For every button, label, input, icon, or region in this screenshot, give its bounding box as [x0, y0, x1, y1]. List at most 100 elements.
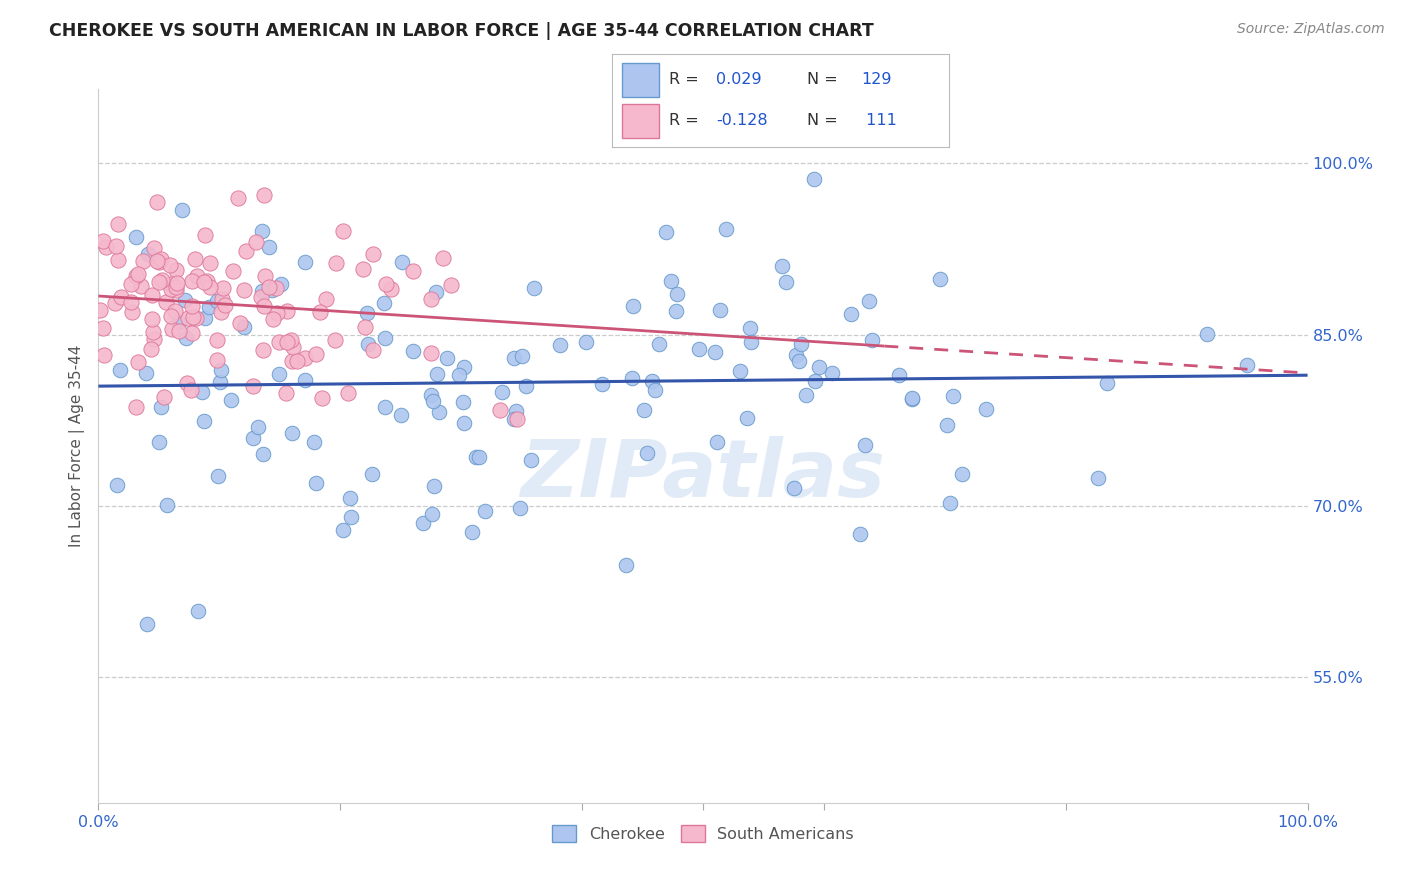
Point [93, 234, 115, 248]
Point [200, 255, 222, 269]
Point [361, 343, 384, 357]
Point [191, 384, 214, 399]
Point [107, 217, 129, 231]
Point [209, 305, 232, 319]
Point [159, 277, 181, 291]
Point [160, 322, 183, 336]
Point [283, 340, 305, 354]
Point [422, 507, 444, 521]
Y-axis label: In Labor Force | Age 35-44: In Labor Force | Age 35-44 [69, 345, 84, 547]
Point [242, 378, 264, 392]
Point [165, 283, 187, 297]
Point [209, 363, 232, 377]
Point [489, 403, 512, 417]
Point [509, 501, 531, 516]
Point [172, 202, 194, 217]
Point [803, 171, 825, 186]
Point [451, 395, 474, 409]
Point [148, 275, 170, 289]
Point [332, 224, 354, 238]
Point [105, 478, 128, 492]
Point [468, 450, 491, 464]
Point [575, 334, 598, 349]
Point [141, 288, 163, 302]
Point [174, 331, 197, 345]
Point [125, 400, 148, 414]
Point [461, 524, 484, 539]
Point [253, 299, 276, 313]
Point [264, 281, 287, 295]
Point [849, 526, 872, 541]
Point [714, 222, 737, 236]
Point [285, 354, 308, 368]
Text: R =: R = [669, 71, 704, 87]
Point [821, 366, 844, 380]
Point [200, 280, 222, 294]
Point [728, 364, 751, 378]
Point [360, 467, 382, 481]
Point [440, 277, 463, 292]
Point [276, 304, 298, 318]
Point [110, 289, 132, 303]
Point [942, 389, 965, 403]
Point [184, 252, 207, 266]
Point [380, 282, 402, 296]
Point [740, 321, 762, 335]
Point [186, 311, 208, 326]
Legend: Cherokee, South Americans: Cherokee, South Americans [546, 819, 860, 848]
Point [339, 491, 361, 505]
Point [280, 353, 302, 368]
Point [422, 394, 444, 409]
Point [141, 312, 163, 326]
Text: -0.128: -0.128 [716, 113, 768, 128]
Point [794, 388, 817, 402]
Point [233, 320, 256, 334]
Point [127, 355, 149, 369]
Point [950, 467, 973, 482]
Point [785, 348, 807, 362]
Point [853, 438, 876, 452]
Point [706, 434, 728, 449]
Point [143, 241, 166, 255]
Point [453, 359, 475, 374]
Point [207, 468, 229, 483]
Point [148, 434, 170, 449]
Point [124, 229, 146, 244]
Point [167, 315, 190, 329]
Point [305, 475, 328, 490]
Point [143, 332, 166, 346]
Point [591, 377, 613, 392]
Point [325, 256, 347, 270]
FancyBboxPatch shape [621, 63, 659, 96]
Point [267, 367, 290, 381]
Point [249, 289, 271, 303]
Point [104, 239, 127, 253]
Point [181, 310, 204, 324]
Point [420, 345, 443, 359]
Point [633, 403, 655, 417]
Point [124, 268, 146, 283]
Point [219, 393, 242, 408]
Point [432, 251, 454, 265]
Point [226, 191, 249, 205]
Point [465, 450, 488, 465]
Point [214, 298, 236, 312]
Point [337, 385, 360, 400]
Point [174, 293, 197, 307]
Point [253, 187, 276, 202]
Point [1197, 326, 1219, 341]
Point [623, 299, 645, 313]
Point [929, 271, 952, 285]
Point [235, 244, 257, 258]
Point [150, 400, 173, 414]
Point [375, 277, 398, 292]
Point [146, 253, 169, 268]
Point [257, 279, 280, 293]
Point [936, 417, 959, 432]
Point [644, 383, 666, 397]
Point [389, 408, 412, 422]
Point [340, 509, 363, 524]
Point [245, 235, 267, 250]
Point [132, 253, 155, 268]
Point [412, 516, 434, 530]
